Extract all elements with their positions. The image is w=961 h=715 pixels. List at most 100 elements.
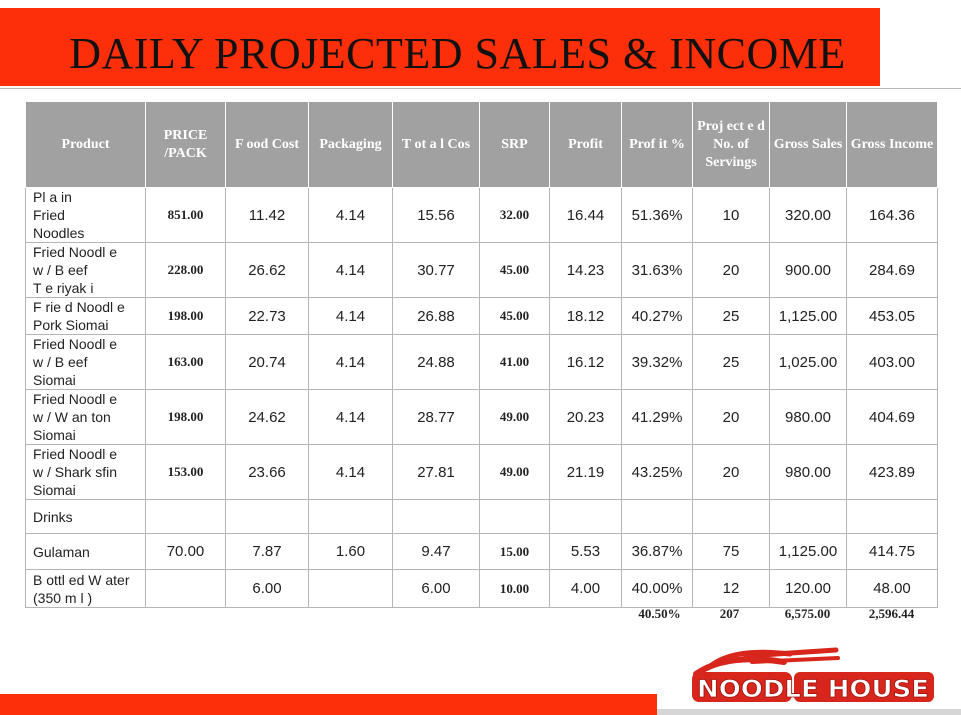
profit-pct-cell: 43.25% bbox=[621, 444, 693, 500]
column-header: Product bbox=[25, 101, 146, 188]
gross-sales-cell: 1,125.00 bbox=[769, 533, 847, 570]
product-name-line: Pork Siomai bbox=[33, 317, 109, 333]
food-cost-cell: 24.62 bbox=[225, 389, 309, 445]
gross-income-cell: 48.00 bbox=[846, 569, 938, 608]
product-name-line: Fried Noodl e bbox=[33, 336, 118, 352]
footer-bar bbox=[0, 694, 657, 715]
price-cell bbox=[145, 499, 226, 534]
column-header: Profit bbox=[549, 101, 622, 188]
packaging-cell: 4.14 bbox=[308, 187, 393, 243]
product-name-line: Fried bbox=[33, 207, 65, 223]
product-cell: Fried Noodl e w / Shark sfin Siomai bbox=[25, 444, 146, 500]
srp-cell: 32.00 bbox=[479, 187, 550, 243]
price-cell: 70.00 bbox=[145, 533, 226, 570]
column-header: T ot a l Cos bbox=[392, 101, 480, 188]
gross-income-cell bbox=[846, 499, 938, 534]
servings-cell: 20 bbox=[692, 444, 770, 500]
table-row: Fried Noodl e w / Shark sfin Siomai 153.00 2… bbox=[25, 444, 938, 500]
total-cost-cell: 24.88 bbox=[392, 334, 480, 390]
table-row: B ottl ed W ater (350 m l ) 6.00 6.00 10.00 4… bbox=[25, 569, 938, 608]
price-cell: 163.00 bbox=[145, 334, 226, 390]
srp-cell: 10.00 bbox=[479, 569, 550, 608]
servings-cell: 20 bbox=[692, 389, 770, 445]
profit-pct-cell: 41.29% bbox=[621, 389, 693, 445]
profit-pct-cell: 39.32% bbox=[621, 334, 693, 390]
product-cell: Fried Noodl e w / W an ton Siomai bbox=[25, 389, 146, 445]
product-cell: B ottl ed W ater (350 m l ) bbox=[25, 569, 146, 608]
gross-sales-cell: 900.00 bbox=[769, 242, 847, 298]
profit-cell: 16.44 bbox=[549, 187, 622, 243]
total-cost-cell: 27.81 bbox=[392, 444, 480, 500]
profit-cell: 21.19 bbox=[549, 444, 622, 500]
food-cost-cell: 6.00 bbox=[225, 569, 309, 608]
gross-sales-cell bbox=[769, 499, 847, 534]
product-name-line: w / B eef bbox=[33, 262, 88, 278]
gross-income-cell: 404.69 bbox=[846, 389, 938, 445]
price-cell: 851.00 bbox=[145, 187, 226, 243]
table-row: Fried Noodl e w / W an ton Siomai 198.00 24.… bbox=[25, 389, 938, 445]
profit-cell: 14.23 bbox=[549, 242, 622, 298]
servings-cell: 25 bbox=[692, 334, 770, 390]
column-header: Packaging bbox=[308, 101, 393, 188]
price-cell: 153.00 bbox=[145, 444, 226, 500]
total-cost-cell: 30.77 bbox=[392, 242, 480, 298]
column-header: Prof it % bbox=[621, 101, 693, 188]
packaging-cell: 4.14 bbox=[308, 444, 393, 500]
gross-income-cell: 284.69 bbox=[846, 242, 938, 298]
profit-cell: 18.12 bbox=[549, 297, 622, 335]
profit-cell bbox=[549, 499, 622, 534]
product-cell: Fried Noodl e w / B eef T e riyak i bbox=[25, 242, 146, 298]
product-name-line: T e riyak i bbox=[33, 280, 94, 296]
servings-cell: 25 bbox=[692, 297, 770, 335]
product-name-line: Fried Noodl e bbox=[33, 446, 118, 462]
total-gross-sales: 6,575.00 bbox=[784, 606, 831, 621]
total-servings: 207 bbox=[719, 606, 740, 621]
product-name-line: Noodles bbox=[33, 225, 85, 241]
gross-sales-cell: 1,025.00 bbox=[769, 334, 847, 390]
product-name-line: B ottl ed W ater bbox=[33, 571, 130, 588]
price-cell bbox=[145, 569, 226, 608]
noodle-house-logo: NOODLE HOUSE bbox=[692, 647, 934, 703]
product-name-line: Pl a in bbox=[33, 189, 72, 205]
product-cell: F rie d Noodl e Pork Siomai bbox=[25, 297, 146, 335]
total-cost-cell: 9.47 bbox=[392, 533, 480, 570]
servings-cell: 12 bbox=[692, 569, 770, 608]
total-cost-cell: 28.77 bbox=[392, 389, 480, 445]
table-row: Pl a in Fried Noodles 851.00 11.42 4.14 15.56 3… bbox=[25, 187, 938, 243]
column-header: PRICE /PACK bbox=[145, 101, 226, 188]
srp-cell bbox=[479, 499, 550, 534]
product-name-line: Fried Noodl e bbox=[33, 391, 118, 407]
food-cost-cell: 20.74 bbox=[225, 334, 309, 390]
total-cost-cell: 6.00 bbox=[392, 569, 480, 608]
servings-cell: 20 bbox=[692, 242, 770, 298]
column-header: Proj ect e d No. of Servings bbox=[692, 101, 770, 188]
food-cost-cell: 22.73 bbox=[225, 297, 309, 335]
column-header: Gross Sales bbox=[769, 101, 847, 188]
servings-cell: 75 bbox=[692, 533, 770, 570]
profit-pct-cell: 40.27% bbox=[621, 297, 693, 335]
srp-cell: 41.00 bbox=[479, 334, 550, 390]
gross-income-cell: 164.36 bbox=[846, 187, 938, 243]
srp-cell: 45.00 bbox=[479, 297, 550, 335]
profit-pct-cell: 40.00% bbox=[621, 569, 693, 608]
product-cell: Fried Noodl e w / B eef Siomai bbox=[25, 334, 146, 390]
table-row: Drinks bbox=[25, 499, 938, 534]
table-row: Gulaman 70.00 7.87 1.60 9.47 15.00 5.53 36.87% 7… bbox=[25, 533, 938, 570]
gross-sales-cell: 1,125.00 bbox=[769, 297, 847, 335]
price-cell: 198.00 bbox=[145, 389, 226, 445]
gross-income-cell: 453.05 bbox=[846, 297, 938, 335]
column-header: SRP bbox=[479, 101, 550, 188]
product-name-line: Siomai bbox=[33, 482, 76, 498]
price-cell: 198.00 bbox=[145, 297, 226, 335]
product-name-line: Drinks bbox=[33, 508, 73, 525]
profit-pct-cell bbox=[621, 499, 693, 534]
packaging-cell bbox=[308, 499, 393, 534]
product-name-line: w / Shark sfin bbox=[33, 464, 118, 480]
product-cell: Gulaman bbox=[25, 533, 146, 570]
product-name-line: w / W an ton bbox=[33, 409, 111, 425]
product-name-line: Gulaman bbox=[33, 543, 90, 560]
total-profit-pct: 40.50% bbox=[638, 606, 681, 621]
logo-text: NOODLE HOUSE bbox=[697, 675, 929, 703]
